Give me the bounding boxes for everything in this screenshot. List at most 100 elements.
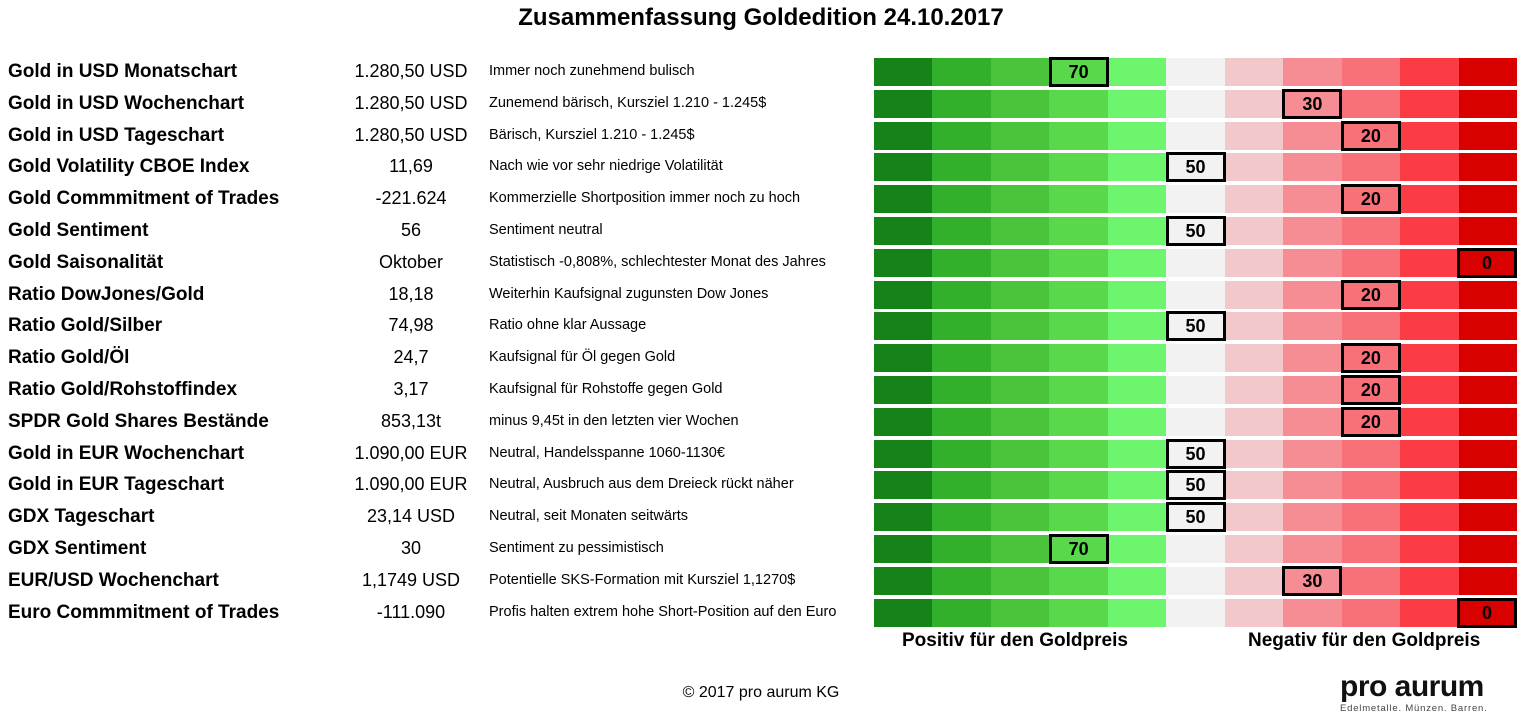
row-comment: Neutral, Handelsspanne 1060-1130€ <box>489 444 725 461</box>
rating-segment <box>1283 407 1342 436</box>
rating-bar <box>874 280 1517 309</box>
table-row: Gold in USD Wochenchart 1.280,50 USD Zunem… <box>0 88 1522 120</box>
negative-axis-label: Negativ für den Goldpreis <box>1248 630 1481 651</box>
rating-segment <box>1049 312 1108 341</box>
score-box: 50 <box>1165 470 1226 501</box>
row-comment: Weiterhin Kaufsignal zugunsten Dow Jones <box>489 285 769 302</box>
table-row: Gold Commmitment of Trades -221.624 Kommer… <box>0 183 1522 215</box>
rating-segment <box>1341 598 1401 627</box>
rating-segment <box>1049 503 1108 532</box>
rating-segment <box>990 153 1050 182</box>
rating-segment <box>1400 407 1459 436</box>
row-name: Gold in USD Tageschart <box>8 124 225 146</box>
rating-bar <box>874 407 1517 436</box>
rating-segment <box>874 312 933 341</box>
rating-segment <box>1224 312 1284 341</box>
score-box: 30 <box>1282 88 1343 119</box>
rating-segment <box>1458 217 1517 245</box>
rating-segment <box>1107 471 1167 500</box>
row-name: Gold in USD Wochenchart <box>8 92 245 114</box>
rating-segment <box>1341 566 1401 595</box>
rating-segment <box>874 598 933 627</box>
rating-segment <box>1166 376 1225 404</box>
rating-segment <box>874 58 933 86</box>
score-box: 70 <box>1048 57 1109 87</box>
rating-segment <box>874 376 933 404</box>
rating-segment <box>1107 344 1167 373</box>
rating-segment <box>1458 280 1517 309</box>
rating-segment <box>1341 471 1401 500</box>
rating-segment <box>1458 566 1517 595</box>
rating-segment <box>1341 89 1401 118</box>
score-box: 20 <box>1340 184 1401 215</box>
rating-segment <box>1224 503 1284 532</box>
row-name: Ratio Gold/Rohstoffindex <box>8 379 238 400</box>
rating-segment <box>1283 248 1342 277</box>
rating-segment <box>1166 566 1225 595</box>
score-box: 50 <box>1165 311 1226 342</box>
rating-segment <box>1166 185 1225 214</box>
rating-segment <box>990 439 1050 468</box>
rating-segment <box>1283 121 1342 150</box>
row-comment: Ratio ohne klar Aussage <box>489 317 647 334</box>
row-name: Ratio Gold/Öl <box>8 347 130 369</box>
rating-segment <box>874 471 933 500</box>
rating-segment <box>874 89 933 118</box>
rating-bar <box>874 471 1517 500</box>
rating-segment <box>1283 503 1342 532</box>
rating-segment <box>874 439 933 468</box>
rating-segment <box>1341 58 1401 86</box>
rating-bar <box>874 376 1517 404</box>
row-comment: Profis halten extrem hohe Short-Position… <box>489 603 837 620</box>
rating-segment <box>1341 312 1401 341</box>
row-comment: minus 9,45t in den letzten vier Wochen <box>489 412 739 429</box>
rating-segment <box>932 535 991 563</box>
row-name: EUR/USD Wochenchart <box>8 569 219 591</box>
row-value: -221.624 <box>375 188 447 209</box>
rating-segment <box>874 566 933 595</box>
rating-segment <box>1283 344 1342 373</box>
rating-segment <box>1458 439 1517 468</box>
row-name: GDX Tageschart <box>8 506 155 528</box>
table-row: GDX Sentiment 30 Sentiment zu pessimistisc… <box>0 533 1522 565</box>
score-box: 0 <box>1457 247 1517 278</box>
rating-segment <box>1224 376 1284 404</box>
rating-segment <box>990 58 1050 86</box>
row-name: GDX Sentiment <box>8 538 147 559</box>
row-comment: Neutral, Ausbruch aus dem Dreieck rückt … <box>489 476 794 493</box>
rating-segment <box>1049 439 1108 468</box>
rating-segment <box>1400 248 1459 277</box>
rating-bar <box>874 535 1517 563</box>
score-box: 20 <box>1340 343 1401 374</box>
rating-segment <box>1458 535 1517 563</box>
rating-segment <box>1283 376 1342 404</box>
score-box: 50 <box>1165 152 1226 183</box>
row-comment: Potentielle SKS-Formation mit Kursziel 1… <box>489 571 796 588</box>
rating-segment <box>1107 248 1167 277</box>
rating-segment <box>932 598 991 627</box>
rating-segment <box>1283 217 1342 245</box>
rating-segment <box>874 217 933 245</box>
row-value: 74,98 <box>388 315 434 336</box>
rating-segment <box>990 503 1050 532</box>
table-row: Gold in USD Tageschart 1.280,50 USD Bärisc… <box>0 120 1522 152</box>
score-box: 20 <box>1340 279 1401 310</box>
rating-segment <box>1224 471 1284 500</box>
rating-segment <box>1224 89 1284 118</box>
row-comment: Sentiment zu pessimistisch <box>489 540 664 556</box>
row-value: 1,1749 USD <box>361 569 461 590</box>
rating-segment <box>1458 407 1517 436</box>
row-name: Ratio Gold/Silber <box>8 315 163 337</box>
rating-segment <box>1166 535 1225 563</box>
rating-bar <box>874 503 1517 532</box>
score-box: 50 <box>1165 216 1226 246</box>
row-comment: Statistisch -0,808%, schlechtester Monat… <box>489 253 826 270</box>
rating-segment <box>1224 598 1284 627</box>
rating-segment <box>1224 121 1284 150</box>
rating-segment <box>874 280 933 309</box>
rating-segment <box>1049 121 1108 150</box>
copyright-text: © 2017 pro aurum KG <box>682 684 840 701</box>
rating-segment <box>990 376 1050 404</box>
rating-segment <box>990 344 1050 373</box>
rating-segment <box>1049 376 1108 404</box>
